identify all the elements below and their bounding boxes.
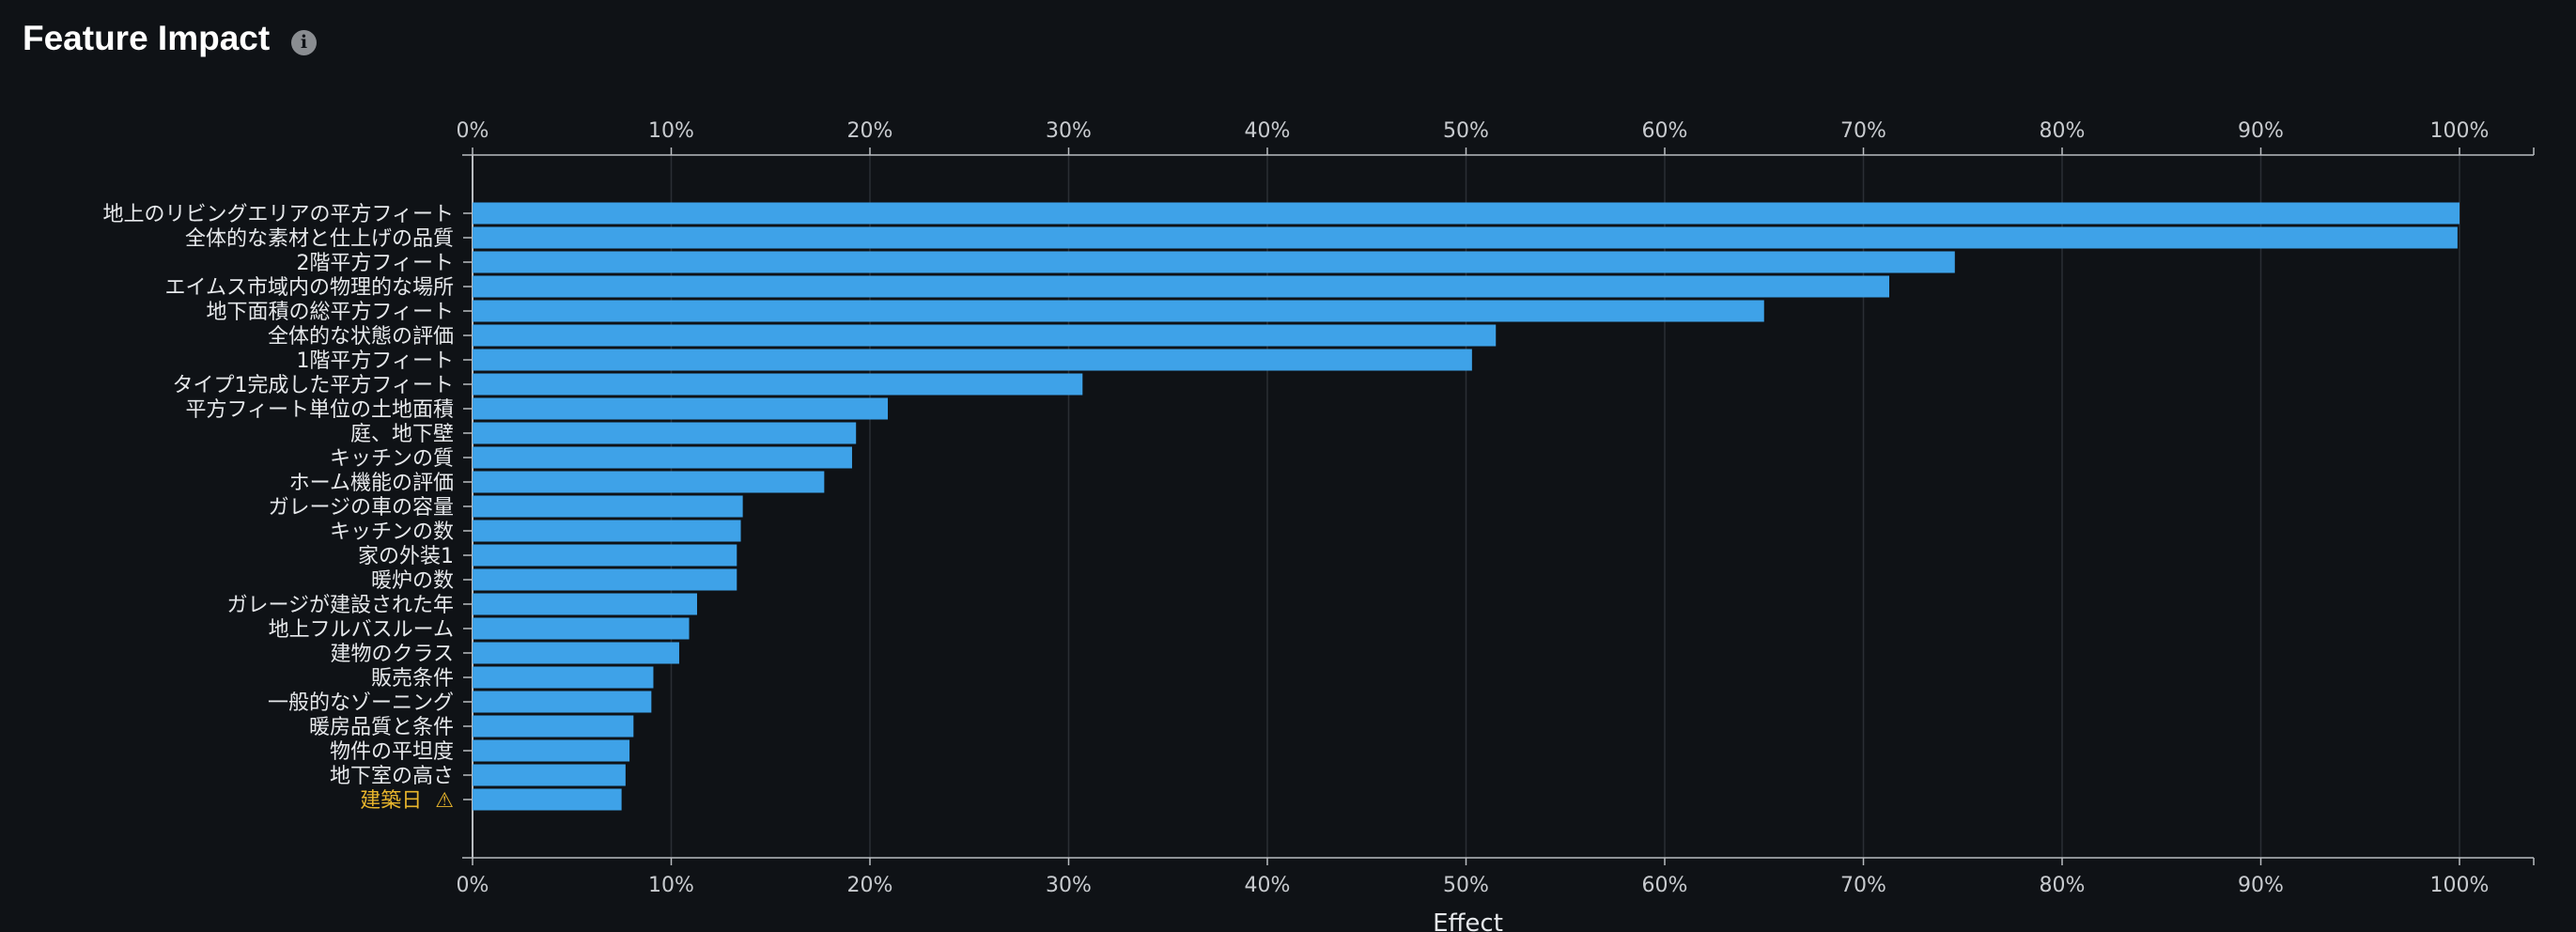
category-label: 地上のリビングエリアの平方フィート: [102, 203, 454, 226]
x-tick-label-top: 100%: [2430, 119, 2490, 143]
x-tick-label-bottom: 30%: [1046, 874, 1092, 897]
bar[interactable]: [473, 373, 1083, 396]
bar[interactable]: [473, 568, 737, 591]
x-tick-label-bottom: 70%: [1840, 874, 1886, 897]
bar[interactable]: [473, 691, 652, 713]
x-tick-label-top: 60%: [1642, 119, 1688, 143]
bar[interactable]: [473, 226, 2458, 249]
bar[interactable]: [473, 349, 1472, 371]
category-label: 家の外装1: [358, 545, 454, 568]
x-tick-label-bottom: 100%: [2430, 874, 2490, 897]
bar[interactable]: [473, 446, 852, 469]
category-label: 2階平方フィート: [296, 252, 454, 275]
bar[interactable]: [473, 324, 1497, 347]
category-label: 1階平方フィート: [296, 350, 454, 373]
category-label: 販売条件: [371, 667, 454, 691]
bars: [473, 202, 2460, 811]
info-icon[interactable]: i: [291, 30, 317, 55]
category-label: エイムス市域内の物理的な場所: [164, 276, 454, 300]
category-label: 一般的なゾーニング: [268, 691, 454, 715]
category-label: 物件の平坦度: [330, 740, 454, 764]
x-tick-label-top: 70%: [1840, 119, 1886, 143]
bar[interactable]: [473, 300, 1764, 322]
bar[interactable]: [473, 544, 737, 567]
x-tick-label-bottom: 90%: [2238, 874, 2284, 897]
x-tick-label-top: 80%: [2040, 119, 2086, 143]
bar[interactable]: [473, 471, 825, 493]
bar[interactable]: [473, 275, 1889, 298]
x-tick-label-top: 50%: [1443, 119, 1489, 143]
x-tick-label-top: 30%: [1046, 119, 1092, 143]
bar[interactable]: [473, 617, 690, 640]
page-title: Feature Impact: [23, 19, 271, 57]
category-label: キッチンの数: [330, 520, 454, 544]
category-label: ガレージの車の容量: [268, 496, 454, 520]
bar[interactable]: [473, 251, 1955, 273]
bar[interactable]: [473, 422, 857, 444]
category-label: 全体的な状態の評価: [268, 325, 454, 349]
x-tick-label-top: 40%: [1245, 119, 1291, 143]
category-label: 暖炉の数: [371, 569, 454, 593]
category-label: 地上フルバスルーム: [269, 618, 454, 642]
bar[interactable]: [473, 788, 622, 811]
category-label: 地下面積の総平方フィート: [206, 301, 454, 324]
category-label: 建築日 ⚠: [360, 789, 454, 813]
warning-icon[interactable]: ⚠: [435, 789, 454, 813]
bar[interactable]: [473, 593, 697, 615]
category-label: 地下室の高さ: [330, 765, 454, 788]
x-tick-label-bottom: 80%: [2040, 874, 2086, 897]
bar[interactable]: [473, 715, 634, 738]
category-label: 平方フィート単位の土地面積: [185, 398, 454, 422]
x-tick-label-top: 90%: [2238, 119, 2284, 143]
x-tick-label-top: 10%: [648, 119, 694, 143]
category-label: 全体的な素材と仕上げの品質: [185, 227, 454, 251]
x-tick-label-bottom: 60%: [1642, 874, 1688, 897]
x-tick-label-top: 20%: [847, 119, 893, 143]
x-tick-label-bottom: 10%: [648, 874, 694, 897]
category-label: 庭、地下壁: [350, 423, 454, 446]
axes: 0% 0% 10% 10% 20% 20% 30% 30% 40% 40% 50% 50% 60% 60%…: [457, 119, 2535, 897]
bar[interactable]: [473, 397, 889, 420]
bar[interactable]: [473, 642, 679, 664]
category-label: ホーム機能の評価: [289, 472, 454, 495]
category-label: 建物のクラス: [330, 643, 454, 666]
x-tick-label-bottom: 50%: [1443, 874, 1489, 897]
category-label: タイプ1完成した平方フィート: [172, 374, 454, 397]
bar[interactable]: [473, 739, 630, 762]
bar[interactable]: [473, 764, 626, 786]
x-axis-title: Effect: [1433, 909, 1503, 932]
x-tick-label-top: 0%: [457, 119, 489, 143]
x-tick-label-bottom: 0%: [457, 874, 489, 897]
category-label-text: 建築日: [360, 789, 435, 813]
category-label: ガレージが建設された年: [226, 594, 454, 617]
bar[interactable]: [473, 666, 654, 689]
category-label: 暖房品質と条件: [309, 716, 454, 739]
bar[interactable]: [473, 495, 743, 518]
bar[interactable]: [473, 520, 741, 542]
category-labels: 地上のリビングエリアの平方フィート全体的な素材と仕上げの品質2階平方フィートエイ…: [102, 203, 454, 813]
category-label: キッチンの質: [330, 447, 454, 471]
x-tick-label-bottom: 20%: [847, 874, 893, 897]
bar[interactable]: [473, 202, 2460, 225]
x-tick-label-bottom: 40%: [1245, 874, 1291, 897]
